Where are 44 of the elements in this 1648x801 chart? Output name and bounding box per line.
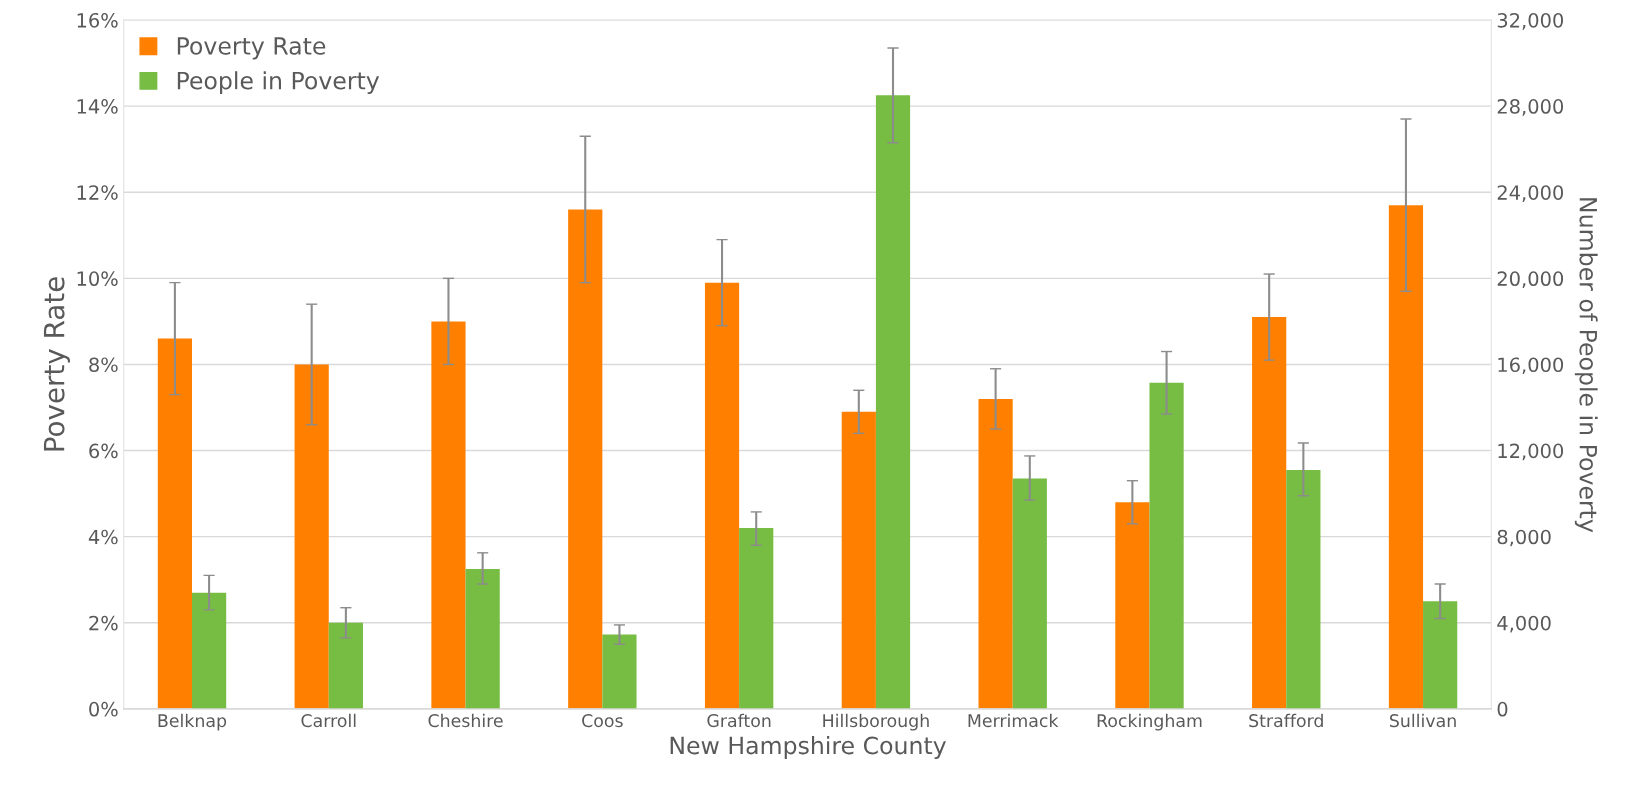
bar bbox=[328, 622, 363, 709]
y-tick-label: 4% bbox=[88, 529, 118, 545]
x-tick-label: Hillsborough bbox=[823, 713, 929, 731]
y2-tick-label: 16,000 bbox=[1498, 357, 1564, 375]
y-tick-label: 14% bbox=[77, 99, 118, 114]
legend-label: Poverty Rate bbox=[177, 37, 326, 60]
legend-label: People in Poverty bbox=[177, 71, 380, 95]
bar bbox=[568, 209, 603, 709]
x-tick-label: Coos bbox=[582, 714, 623, 728]
x-tick-label: Merrimack bbox=[968, 713, 1059, 728]
y2-tick-label: 28,000 bbox=[1497, 99, 1564, 116]
y2-tick-label: 12,000 bbox=[1498, 443, 1564, 461]
bar bbox=[1423, 601, 1458, 709]
y-tick-label: 2% bbox=[89, 615, 118, 631]
x-tick-label: Sullivan bbox=[1389, 713, 1456, 728]
bar bbox=[704, 282, 740, 709]
y2-tick-label: 24,000 bbox=[1497, 185, 1564, 202]
y-tick-label: 6% bbox=[89, 443, 118, 459]
y-tick-label: 0% bbox=[89, 701, 118, 717]
y-tick-label: 8% bbox=[89, 357, 118, 373]
y2-axis-title: Number of People in Poverty bbox=[1574, 198, 1598, 533]
x-tick-label: Belknap bbox=[158, 713, 227, 731]
bar bbox=[157, 338, 192, 709]
y2-tick-label: 4,000 bbox=[1497, 615, 1551, 633]
x-tick-label: Cheshire bbox=[428, 713, 503, 728]
x-tick-label: Grafton bbox=[707, 713, 771, 728]
bar bbox=[431, 321, 466, 709]
x-axis-title: New Hampshire County bbox=[670, 736, 946, 759]
bar bbox=[1388, 205, 1424, 709]
bar bbox=[191, 592, 227, 709]
x-tick-label: Strafford bbox=[1249, 713, 1323, 728]
bar bbox=[294, 364, 329, 709]
y2-tick-label: 0 bbox=[1497, 701, 1508, 717]
x-tick-label: Carroll bbox=[301, 713, 356, 728]
y-tick-label: 10% bbox=[77, 271, 118, 287]
y2-tick-label: 20,000 bbox=[1497, 271, 1564, 288]
bar bbox=[875, 95, 911, 709]
y-axis-title: Poverty Rate bbox=[43, 277, 70, 451]
bar bbox=[602, 634, 637, 709]
x-tick-label: Rockingham bbox=[1097, 713, 1202, 731]
y2-tick-label: 8,000 bbox=[1497, 529, 1551, 547]
y-tick-label: 12% bbox=[77, 185, 118, 200]
y-tick-label: 16% bbox=[77, 12, 118, 28]
y2-tick-label: 32,000 bbox=[1497, 12, 1564, 30]
